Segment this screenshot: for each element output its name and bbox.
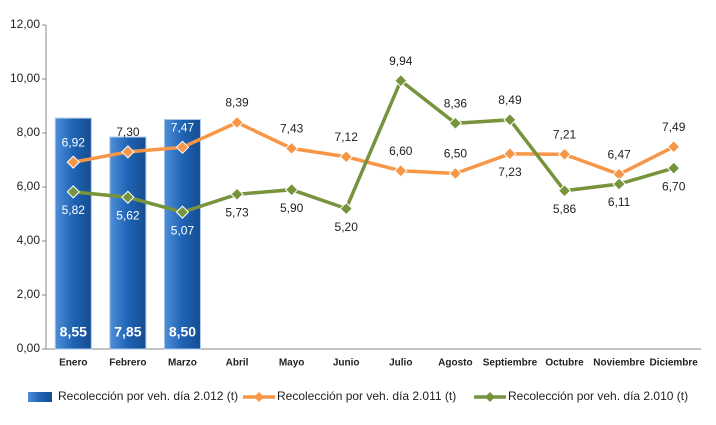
- value-label: 5,20: [335, 220, 359, 234]
- x-tick-label: Junio: [333, 358, 360, 369]
- value-label: 6,92: [62, 135, 86, 149]
- x-tick-label: Marzo: [168, 358, 197, 369]
- marker: [557, 147, 572, 162]
- y-tick-label: 4,00: [17, 233, 41, 247]
- value-label: 7,12: [335, 130, 359, 144]
- marker: [448, 116, 463, 130]
- value-label: 8,39: [225, 96, 249, 110]
- marker: [284, 182, 299, 197]
- marker: [394, 73, 408, 88]
- value-label: 6,70: [662, 179, 686, 193]
- marker: [448, 166, 463, 181]
- marker: [66, 185, 80, 199]
- y-tick-label: 0,00: [17, 341, 41, 355]
- value-label: 7,30: [116, 125, 140, 139]
- marker: [175, 205, 190, 219]
- marker: [667, 161, 681, 175]
- marker: [503, 113, 517, 127]
- y-tick-label: 10,00: [10, 71, 40, 85]
- marker: [66, 155, 80, 169]
- x-tick-label: Febrero: [109, 358, 146, 369]
- bar: [109, 136, 147, 350]
- marker: [667, 140, 681, 154]
- value-label: 7,23: [498, 165, 522, 179]
- legend-label: Recolección por veh. día 2.011 (t): [277, 389, 456, 403]
- marker: [230, 187, 244, 201]
- value-label: 5,73: [225, 205, 249, 219]
- marker: [394, 164, 408, 178]
- value-label: 7,43: [280, 122, 304, 136]
- value-label: 6,50: [444, 147, 468, 161]
- marker: [557, 184, 572, 198]
- marker: [230, 115, 244, 130]
- value-label: 5,90: [280, 201, 304, 215]
- y-tick-label: 8,00: [17, 125, 41, 139]
- bar: [54, 117, 92, 350]
- marker: [284, 141, 299, 156]
- y-tick-label: 12,00: [10, 17, 40, 31]
- bar-value-label: 8,50: [169, 324, 196, 340]
- marker: [503, 147, 517, 161]
- value-label: 5,07: [171, 223, 195, 237]
- value-label: 7,49: [662, 120, 686, 134]
- bar: [163, 119, 201, 350]
- marker: [121, 145, 135, 159]
- y-tick-label: 2,00: [17, 287, 41, 301]
- value-label: 7,21: [553, 128, 577, 142]
- x-tick-label: Septiembre: [483, 358, 538, 369]
- marker: [339, 150, 353, 164]
- x-tick-label: Julio: [389, 358, 412, 369]
- x-tick-label: Octubre: [545, 358, 584, 369]
- x-tick-label: Agosto: [438, 358, 472, 369]
- value-label: 5,62: [116, 208, 140, 222]
- marker: [121, 190, 135, 204]
- line: [72, 120, 675, 177]
- value-label: 9,94: [389, 54, 413, 68]
- legend-swatch: [254, 392, 264, 402]
- legend-label: Recolección por veh. día 2.012 (t): [58, 389, 238, 403]
- value-label: 6,47: [607, 147, 631, 161]
- legend-swatch: [485, 392, 495, 402]
- x-tick-label: Mayo: [279, 358, 305, 369]
- value-label: 6,60: [389, 144, 413, 158]
- value-label: 5,86: [553, 202, 577, 216]
- marker: [175, 140, 190, 155]
- legend-label: Recolección por veh. día 2.010 (t): [508, 389, 688, 403]
- x-tick-label: Noviembre: [593, 358, 645, 369]
- marker: [339, 201, 353, 216]
- bar-value-label: 8,55: [60, 324, 87, 340]
- value-label: 8,36: [444, 96, 468, 110]
- value-label: 8,49: [498, 93, 522, 107]
- legend-swatch: [28, 392, 52, 402]
- x-tick-label: Abril: [226, 358, 249, 369]
- value-label: 6,11: [608, 195, 631, 209]
- line: [73, 77, 675, 214]
- marker: [612, 177, 626, 191]
- x-tick-label: Enero: [59, 358, 87, 369]
- bar-value-label: 7,85: [114, 324, 141, 340]
- value-label: 5,82: [62, 203, 86, 217]
- value-label: 7,47: [171, 120, 195, 134]
- y-tick-label: 6,00: [17, 179, 41, 193]
- x-tick-label: Diciembre: [650, 358, 699, 369]
